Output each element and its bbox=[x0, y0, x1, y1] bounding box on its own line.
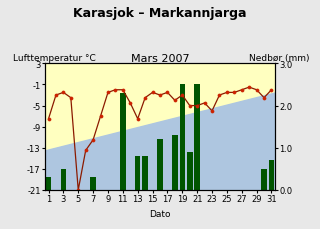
Bar bbox=[60, 169, 66, 190]
Bar bbox=[187, 152, 193, 190]
Bar bbox=[261, 169, 267, 190]
Bar bbox=[90, 177, 96, 190]
Bar bbox=[157, 140, 163, 190]
Text: Lufttemperatur °C: Lufttemperatur °C bbox=[12, 54, 95, 63]
Bar bbox=[142, 156, 148, 190]
X-axis label: Dato: Dato bbox=[149, 209, 171, 218]
Text: Nedbør (mm): Nedbør (mm) bbox=[249, 54, 310, 63]
Bar bbox=[180, 85, 185, 190]
Bar bbox=[46, 177, 51, 190]
Bar bbox=[194, 85, 200, 190]
Bar bbox=[172, 136, 178, 190]
Bar bbox=[135, 156, 140, 190]
Text: Karasjok – Markannjarga: Karasjok – Markannjarga bbox=[73, 7, 247, 20]
Bar bbox=[120, 93, 126, 190]
Bar bbox=[269, 161, 274, 190]
Title: Mars 2007: Mars 2007 bbox=[131, 53, 189, 63]
